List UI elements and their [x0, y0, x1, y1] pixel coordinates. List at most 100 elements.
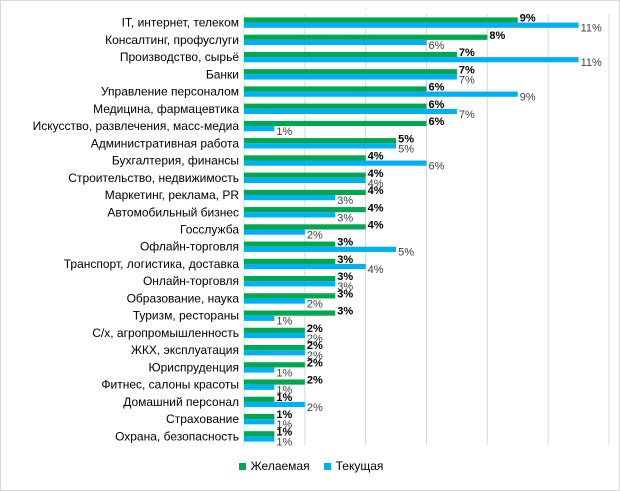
- category-label: Транспорт, логистика, доставка: [64, 257, 240, 271]
- category-label: Административная работа: [91, 136, 240, 150]
- data-label-current: 1%: [276, 436, 292, 448]
- data-label-desired: 7%: [459, 47, 475, 59]
- bar-desired: [244, 310, 336, 316]
- data-label-desired: 2%: [307, 340, 323, 352]
- category-label: Производство, сырьё: [120, 50, 239, 64]
- data-label-desired: 9%: [520, 13, 536, 25]
- data-label-current: 2%: [307, 298, 323, 310]
- data-label-current: 7%: [459, 74, 475, 86]
- bar-desired: [244, 431, 275, 437]
- data-label-current: 2%: [307, 333, 323, 345]
- data-label-desired: 3%: [337, 254, 353, 266]
- bar-desired: [244, 155, 366, 161]
- category-label: ЖКХ, эксплуатация: [131, 343, 239, 357]
- data-label-desired: 8%: [489, 30, 505, 42]
- category-label: IT, интернет, телеком: [122, 16, 239, 30]
- legend-swatch-current: [323, 462, 331, 470]
- data-label-current: 1%: [276, 419, 292, 431]
- data-label-current: 5%: [398, 143, 414, 155]
- bar-desired: [244, 17, 518, 23]
- bar-desired: [244, 103, 427, 109]
- bar-desired: [244, 34, 488, 40]
- bar-layer: [244, 17, 579, 442]
- bar-current: [244, 332, 305, 339]
- bar-desired: [244, 344, 305, 351]
- data-label-current: 1%: [276, 385, 292, 397]
- bar-current: [244, 39, 427, 46]
- category-label: Банки: [206, 67, 239, 81]
- data-label-desired: 4%: [368, 220, 384, 232]
- legend-item-desired: Желаемая: [238, 459, 310, 473]
- data-label-desired: 1%: [276, 426, 292, 438]
- label-layer: IT, интернет, телеком 9% 11% Консалтинг, пр…: [33, 13, 602, 449]
- bar-current: [244, 177, 366, 183]
- data-label-desired: 4%: [368, 151, 384, 163]
- data-label-desired: 1%: [276, 409, 292, 421]
- category-label: Страхование: [166, 412, 239, 426]
- legend: Желаемая Текущая: [1, 459, 620, 473]
- legend-item-current: Текущая: [323, 459, 383, 473]
- data-label-current: 5%: [398, 247, 414, 259]
- data-label-desired: 2%: [307, 375, 323, 387]
- bar-current: [244, 229, 305, 235]
- legend-label-desired: Желаемая: [250, 459, 310, 473]
- category-label: Строительство, недвижимость: [68, 171, 239, 185]
- bar-current: [244, 22, 579, 28]
- category-label: Бухгалтерия, финансы: [112, 154, 239, 168]
- category-label: Маркетинг, реклама, PR: [105, 188, 240, 202]
- data-label-desired: 5%: [398, 133, 414, 145]
- data-label-current: 11%: [581, 23, 602, 35]
- data-label-current: 1%: [276, 316, 292, 328]
- category-label: Охрана, безопасность: [115, 429, 239, 443]
- bar-current: [244, 263, 366, 270]
- data-label-current: 3%: [337, 212, 353, 224]
- data-label-desired: 3%: [337, 306, 353, 318]
- data-label-current: 9%: [520, 92, 536, 104]
- bar-desired: [244, 138, 397, 144]
- bar-current: [244, 401, 305, 408]
- data-label-current: 2%: [307, 230, 323, 242]
- category-label: Госслужба: [180, 223, 239, 237]
- bar-current: [244, 419, 275, 425]
- data-label-current: 2%: [307, 402, 323, 414]
- category-label: Туризм, рестораны: [133, 309, 239, 323]
- data-label-desired: 4%: [368, 185, 384, 197]
- data-label-desired: 6%: [429, 99, 445, 111]
- bar-current: [244, 143, 397, 149]
- category-label: Медицина, фармацевтика: [93, 102, 239, 116]
- bar-current: [244, 315, 275, 321]
- category-label: Онлайн-торговля: [143, 274, 239, 288]
- bar-desired: [244, 207, 366, 213]
- data-label-current: 3%: [337, 195, 353, 207]
- bar-desired: [244, 362, 305, 368]
- bar-current: [244, 436, 275, 442]
- data-label-desired: 6%: [429, 82, 445, 94]
- bar-desired: [244, 189, 366, 196]
- bar-current: [244, 126, 275, 132]
- bar-desired: [244, 69, 457, 75]
- data-label-desired: 2%: [307, 357, 323, 369]
- bar-desired: [244, 172, 366, 178]
- data-label-current: 3%: [337, 281, 353, 293]
- bar-desired: [244, 224, 366, 230]
- bar-desired: [244, 86, 427, 92]
- bar-desired: [244, 120, 427, 127]
- bar-desired: [244, 396, 275, 402]
- data-label-desired: 2%: [307, 323, 323, 335]
- bar-desired: [244, 413, 275, 420]
- bar-current: [244, 367, 275, 373]
- data-label-current: 6%: [429, 40, 445, 52]
- category-label: С/х, агропромышленность: [92, 326, 239, 340]
- data-label-current: 6%: [429, 161, 445, 173]
- bar-current: [244, 160, 427, 166]
- bar-desired: [244, 258, 336, 264]
- bar-current: [244, 350, 305, 356]
- data-label-desired: 4%: [368, 202, 384, 214]
- industry-bar-chart: IT, интернет, телеком 9% 11% Консалтинг, пр…: [33, 13, 610, 449]
- data-label-current: 1%: [276, 126, 292, 138]
- bar-current: [244, 246, 397, 252]
- data-label-desired: 3%: [337, 237, 353, 249]
- data-label-current: 4%: [368, 178, 384, 190]
- data-label-current: 4%: [368, 264, 384, 276]
- bar-current: [244, 108, 457, 115]
